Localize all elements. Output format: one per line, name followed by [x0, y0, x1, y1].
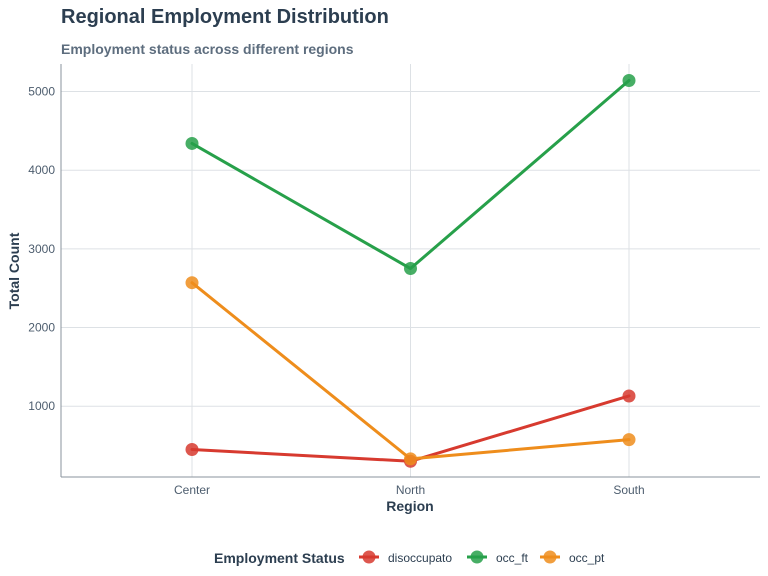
legend-title: Employment Status	[214, 550, 345, 566]
y-tick-label: 2000	[28, 321, 55, 335]
x-tick-label: North	[396, 483, 425, 497]
data-point-occ_pt	[622, 433, 636, 447]
data-point-disoccupato	[622, 389, 636, 403]
legend: Employment Status disoccupato occ_ft occ_p…	[214, 550, 605, 566]
tick-labels: 1000 2000 3000 4000 5000 Center North South	[28, 85, 644, 497]
gridlines	[61, 64, 760, 477]
legend-key-point	[543, 550, 557, 564]
data-point-occ_pt	[185, 276, 199, 290]
x-tick-label: Center	[174, 483, 210, 497]
y-axis-title: Total Count	[6, 232, 22, 309]
y-tick-label: 1000	[28, 399, 55, 413]
data-point-occ_ft	[404, 262, 417, 276]
data-point-occ_ft	[622, 74, 636, 88]
axes	[60, 64, 760, 478]
legend-key-point	[362, 550, 376, 564]
x-axis-title: Region	[386, 498, 433, 514]
chart-subtitle: Employment status across different regio…	[61, 41, 354, 57]
legend-label-occ_pt: occ_pt	[569, 551, 605, 565]
chart-title: Regional Employment Distribution	[61, 6, 389, 28]
legend-label-occ_ft: occ_ft	[496, 551, 529, 565]
data-point-disoccupato	[185, 442, 199, 456]
y-tick-label: 4000	[28, 163, 55, 177]
y-tick-label: 3000	[28, 242, 55, 256]
legend-label-disoccupato: disoccupato	[388, 551, 452, 565]
y-tick-label: 5000	[28, 85, 55, 99]
data-point-occ_ft	[185, 136, 199, 150]
x-tick-label: South	[613, 483, 644, 497]
data-point-occ_pt	[404, 452, 417, 466]
legend-key-point	[470, 550, 484, 564]
series-points	[185, 74, 636, 468]
